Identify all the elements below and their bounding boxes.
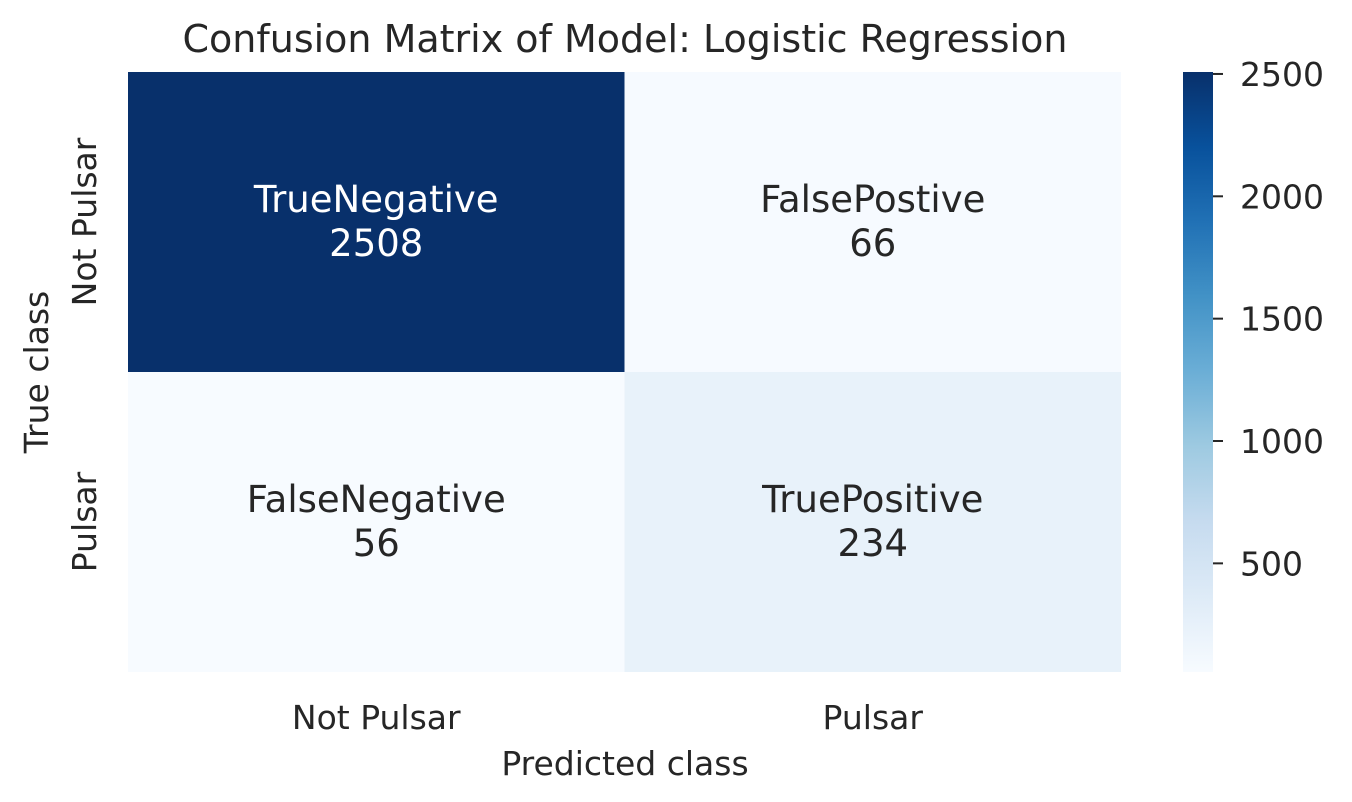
x-axis-label: Predicted class: [501, 744, 748, 783]
colorbar-tick-label: 500: [1240, 544, 1303, 583]
heatmap-cell: [128, 372, 625, 672]
y-tick-label: Not Pulsar: [65, 137, 104, 306]
heatmap-cell: [624, 72, 1121, 372]
heatmap-cell: [128, 72, 625, 372]
y-axis-label: True class: [17, 291, 56, 455]
colorbar-tick-label: 2000: [1240, 177, 1324, 216]
cell-annotation: FalsePostive 66: [760, 178, 985, 265]
colorbar: [1183, 72, 1213, 672]
heatmap-cells: TrueNegative 2508 FalsePostive 66 FalseNegat…: [128, 72, 1121, 672]
cell-annotation: TrueNegative 2508: [253, 178, 499, 265]
heatmap-cell: [624, 372, 1121, 672]
cell-annotation: FalseNegative 56: [247, 478, 506, 565]
y-axis-ticks: Not Pulsar Pulsar: [65, 137, 104, 572]
y-tick-label: Pulsar: [65, 471, 104, 572]
x-tick-label: Not Pulsar: [292, 698, 461, 737]
chart-title: Confusion Matrix of Model: Logistic Regr…: [182, 17, 1067, 61]
colorbar-tick-label: 2500: [1240, 55, 1324, 94]
colorbar-ticks: 500 1000 1500 2000 2500: [1213, 55, 1324, 583]
x-axis-ticks: Not Pulsar Pulsar: [292, 698, 923, 737]
cell-annotation: TruePositive 234: [761, 478, 983, 565]
x-tick-label: Pulsar: [823, 698, 924, 737]
colorbar-tick-label: 1500: [1240, 300, 1324, 339]
colorbar-tick-label: 1000: [1240, 422, 1324, 461]
